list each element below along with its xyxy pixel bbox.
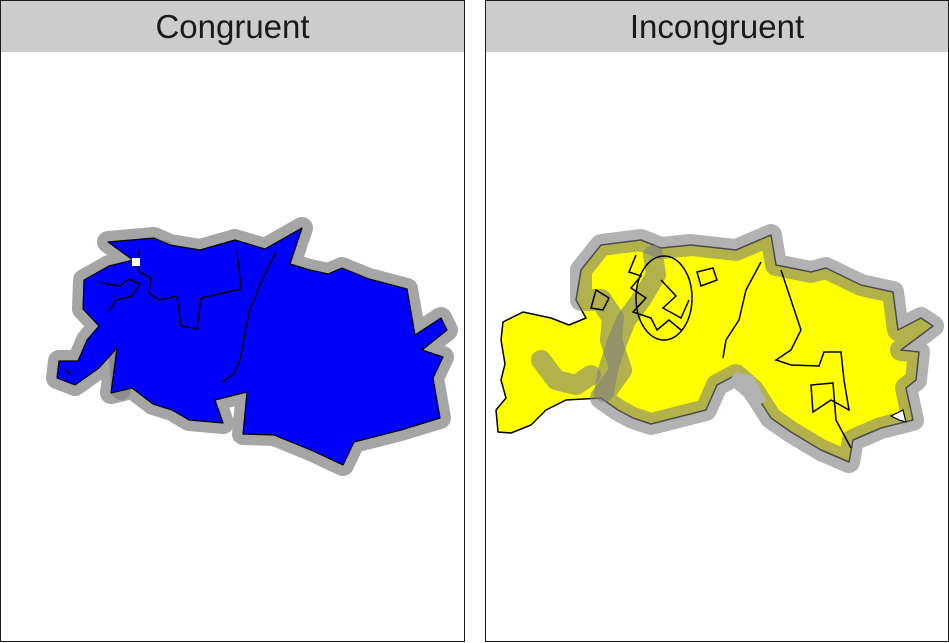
district-border-incongruent <box>722 261 762 359</box>
district-circle-incongruent <box>635 255 693 341</box>
district-border-incongruent <box>774 269 852 449</box>
white-notch-congruent <box>132 258 140 266</box>
district-border-incongruent <box>628 254 682 332</box>
halo-inner-ridge-incongruent <box>594 245 666 402</box>
district-border-congruent <box>138 249 242 330</box>
district-border-incongruent <box>696 267 718 287</box>
region-fill-congruent <box>56 227 448 466</box>
district-border-congruent <box>64 368 72 376</box>
facet-panel-incongruent: Incongruent <box>485 0 949 642</box>
facet-strip-label: Congruent <box>155 7 310 45</box>
district-border-incongruent <box>889 409 907 423</box>
incongruent-map <box>495 224 944 473</box>
district-border-incongruent <box>590 288 610 311</box>
district-border-congruent <box>221 251 277 383</box>
district-border-congruent <box>100 278 142 312</box>
halo-lobe-incongruent <box>531 350 601 395</box>
facet-strip-label: Incongruent <box>629 7 805 45</box>
facet-panel-congruent: Congruent <box>0 0 465 642</box>
map-plot-area-congruent <box>0 52 465 642</box>
congruent-map <box>46 217 458 476</box>
map-plot-area-incongruent <box>485 52 949 642</box>
facet-strip-congruent: Congruent <box>0 0 465 53</box>
district-border-incongruent <box>660 279 690 320</box>
facet-strip-incongruent: Incongruent <box>485 0 949 53</box>
